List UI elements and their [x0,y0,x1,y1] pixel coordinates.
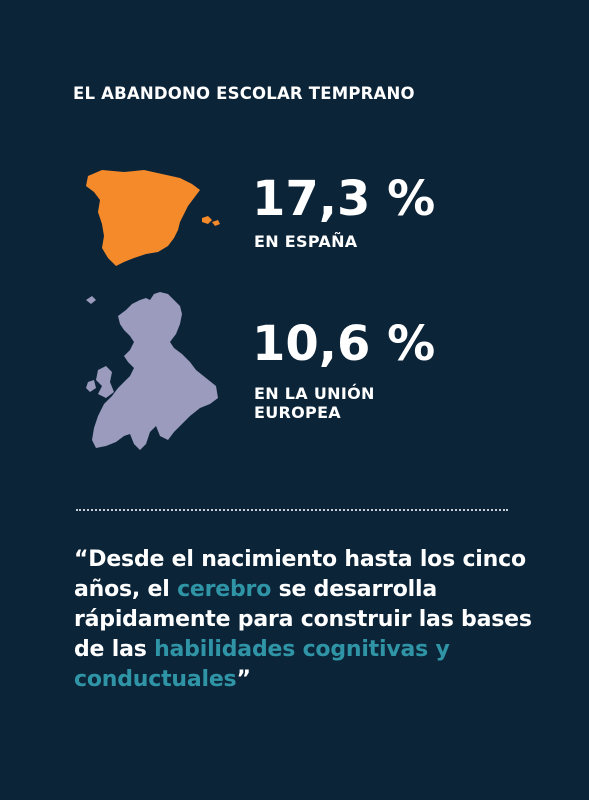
quote: “Desde el nacimiento hasta los cinco año… [74,545,544,695]
quote-highlight-cerebro: cerebro [177,577,272,602]
quote-highlight-habilidades: habilidades cognitivas y conductuales [74,637,450,692]
quote-text-part2: se desarrolla rápidamente para construir… [74,577,532,662]
stat-value-eu: 10,6 % [252,316,436,372]
quote-close-mark: ” [236,667,251,692]
quote-text-part1: Desde el nacimiento hasta los cinco años… [74,547,526,602]
stat-label-spain: EN ESPAÑA [254,232,358,251]
quote-open-mark: “ [74,547,89,572]
spain-map-icon [86,170,220,266]
europe-map-icon [86,292,218,450]
dotted-divider [76,509,508,511]
stat-label-eu: EN LA UNIÓN EUROPEA [254,384,375,422]
page-title: EL ABANDONO ESCOLAR TEMPRANO [73,84,415,103]
stat-value-spain: 17,3 % [252,171,436,227]
